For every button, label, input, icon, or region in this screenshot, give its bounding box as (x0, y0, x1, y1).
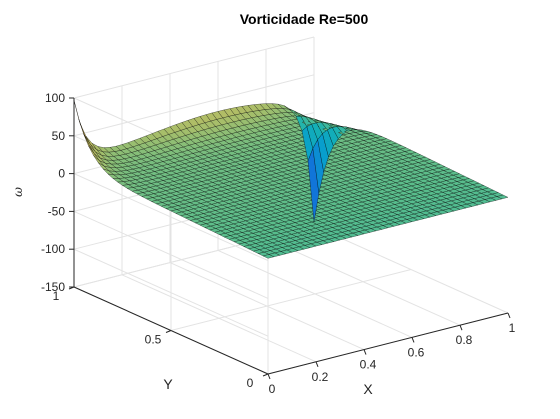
y-tick-mark (165, 330, 172, 333)
x-tick-mark (315, 361, 319, 367)
x-tick-mark (459, 325, 463, 331)
x-tick-label: 0 (269, 382, 276, 396)
x-tick-mark (267, 373, 271, 380)
x-tick-label: 0.8 (456, 333, 473, 347)
x-tick-mark (363, 349, 367, 355)
z-tick-label: 0 (58, 167, 65, 181)
z-tick-label: 50 (52, 129, 66, 143)
x-tick-label: 0.2 (312, 370, 329, 384)
z-tick-label: -100 (41, 242, 65, 256)
z-tick-label: -50 (48, 204, 66, 218)
z-axis-label: ω (11, 187, 25, 197)
x-tick-mark (411, 337, 415, 343)
chart-title: Vorticidade Re=500 (240, 11, 369, 27)
surface-patch (496, 194, 509, 200)
y-tick-label: 0.5 (145, 333, 162, 347)
x-tick-label: 1 (509, 321, 516, 335)
y-tick-label: 0 (247, 376, 254, 390)
z-tick-label: -150 (41, 280, 65, 294)
surface-mesh (73, 100, 509, 259)
x-axis-label: X (363, 381, 373, 397)
y-tick-label: 1 (53, 289, 60, 303)
z-tick-label: 100 (45, 91, 65, 105)
x-tick-label: 0.6 (408, 345, 425, 359)
x-axis-line (267, 312, 509, 375)
y-tick-mark (262, 373, 269, 377)
y-axis-label: Y (163, 376, 173, 392)
x-tick-label: 0.4 (360, 358, 377, 372)
x-tick-mark (507, 312, 511, 319)
